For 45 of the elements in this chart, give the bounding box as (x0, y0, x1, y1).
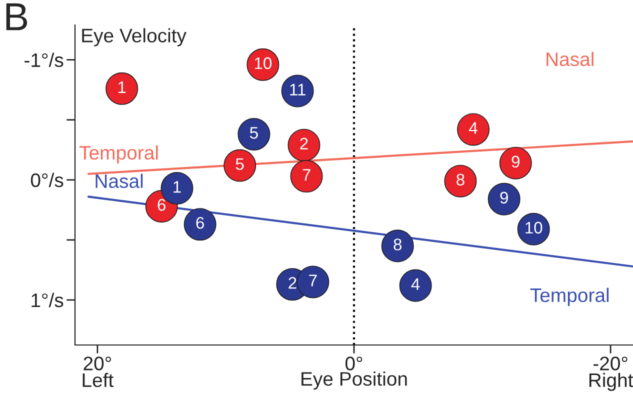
y-axis-title: Eye Velocity (82, 28, 186, 46)
x-axis-title: Eye Position (302, 372, 407, 390)
annotation: 1 (174, 181, 181, 193)
x-tick-label: -20° Right (589, 356, 633, 391)
annotation: 10 (526, 222, 542, 234)
point (488, 182, 520, 216)
annotation: 4 (411, 278, 420, 290)
annotation: 1 (118, 81, 126, 93)
annotation: 4 (469, 122, 478, 134)
annotation: 7 (302, 169, 310, 181)
annotation: Nasal (546, 52, 594, 66)
point (106, 72, 138, 105)
annotation: 6 (196, 216, 204, 229)
point (444, 164, 477, 198)
annotation: 8 (456, 174, 464, 186)
y-tick-label: 1°/s (32, 292, 64, 308)
x-tick-label: 20° Left (82, 356, 114, 388)
annotation: 8 (394, 238, 402, 250)
annotation: 9 (500, 192, 508, 204)
annotation: 10 (254, 57, 272, 70)
point (224, 149, 256, 182)
point (238, 118, 270, 151)
point (381, 230, 414, 262)
annotation: 2 (288, 277, 296, 289)
y-tick-label: -1°/s (24, 52, 64, 68)
annotation: Nasal (96, 174, 143, 188)
point (288, 128, 320, 162)
x-tick-label: 0° (345, 356, 362, 370)
annotation: 11 (290, 84, 306, 96)
annotation: Temporal (79, 145, 158, 164)
annotation: 7 (309, 274, 317, 286)
point (184, 208, 216, 241)
point (296, 266, 330, 298)
point (290, 160, 323, 193)
annotation: 9 (512, 156, 520, 168)
y-tick-label: 0°/s (30, 172, 64, 188)
point (399, 269, 432, 302)
annotation: 5 (250, 127, 258, 139)
point (499, 146, 532, 180)
point (457, 113, 490, 146)
annotation: 6 (158, 198, 166, 211)
annotation: 2 (300, 138, 308, 150)
text: B (6, 3, 28, 30)
annotation: Temporal (530, 288, 609, 306)
annotation: 5 (236, 158, 244, 170)
